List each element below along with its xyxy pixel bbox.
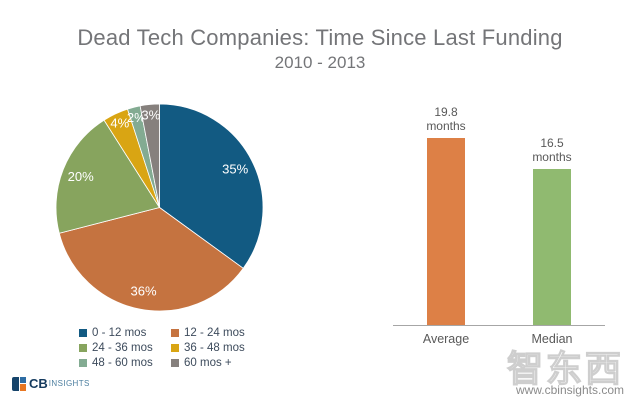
legend-label: 60 mos + — [184, 357, 232, 369]
legend-swatch — [171, 344, 179, 352]
pie-data-label: 4% — [110, 116, 129, 131]
legend-swatch — [171, 329, 179, 337]
cb-insights-logo: CB INSIGHTS — [12, 376, 90, 391]
logo-text-cb: CB — [29, 376, 48, 391]
legend-item: 12 - 24 mos — [171, 327, 245, 339]
pie-data-label: 36% — [131, 283, 158, 298]
pie-slice-0-12-mos — [159, 103, 264, 269]
page-subtitle: 2010 - 2013 — [274, 53, 366, 72]
legend-label: 12 - 24 mos — [184, 327, 245, 339]
bar-median — [532, 169, 571, 325]
pie-data-label: 35% — [222, 162, 249, 177]
legend-swatch — [79, 329, 87, 337]
legend-item: 60 mos + — [171, 357, 245, 369]
legend-item: 36 - 48 mos — [171, 342, 245, 354]
zhidx-watermark: 智东西 — [506, 347, 624, 389]
bar-value-label: 19.8 months — [426, 105, 466, 133]
bar-category-labels: Average Median — [393, 332, 605, 346]
category-label: Average — [422, 332, 470, 346]
legend-swatch — [79, 359, 87, 367]
cb-insights-logo-icon — [12, 376, 26, 391]
legend-item: 48 - 60 mos — [79, 357, 171, 369]
source-url: www.cbinsights.com — [515, 383, 624, 397]
legend-label: 48 - 60 mos — [92, 357, 153, 369]
bar-average — [426, 138, 465, 325]
legend-label: 36 - 48 mos — [184, 342, 245, 354]
pie-legend: 0 - 12 mos 12 - 24 mos 24 - 36 mos 36 - 48 … — [79, 327, 245, 369]
bar-plot-area: 19.8 months 16.5 months — [393, 99, 605, 325]
bar-group: 16.5 months — [532, 136, 572, 325]
legend-label: 0 - 12 mos — [92, 327, 147, 339]
logo-text-insights: INSIGHTS — [48, 379, 90, 388]
bar-chart: 19.8 months 16.5 months Average Median — [393, 99, 605, 346]
x-axis-line — [393, 325, 605, 326]
legend-label: 24 - 36 mos — [92, 342, 153, 354]
bar-group: 19.8 months — [426, 105, 466, 325]
legend-swatch — [79, 344, 87, 352]
pie-slice-60-mos- — [139, 103, 160, 208]
legend-swatch — [171, 359, 179, 367]
category-label: Median — [531, 332, 573, 346]
legend-item: 0 - 12 mos — [79, 327, 171, 339]
legend-item: 24 - 36 mos — [79, 342, 171, 354]
bar-value-label: 16.5 months — [532, 136, 572, 164]
page-title: Dead Tech Companies: Time Since Last Fun… — [77, 25, 563, 50]
pie-data-label: 3% — [141, 107, 160, 122]
pie-chart: 35%36%20%4%2%3% — [55, 103, 264, 312]
pie-data-label: 20% — [68, 169, 95, 184]
pie-slice-24-36-mos — [55, 119, 161, 234]
pie-slice-12-24-mos — [58, 207, 244, 312]
